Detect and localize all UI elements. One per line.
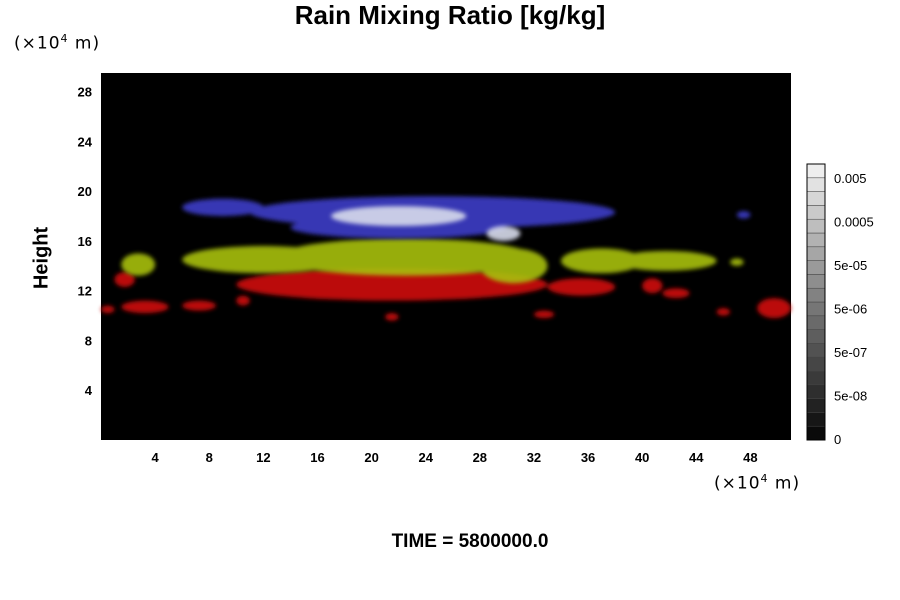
region-red <box>121 300 169 314</box>
x-tick-label: 36 <box>581 450 595 465</box>
colorbar-frame <box>806 163 826 441</box>
region-red <box>236 295 250 306</box>
colorbar-step <box>806 384 826 399</box>
region-red <box>547 278 616 296</box>
region-red <box>385 313 399 321</box>
x-axis-unit: (×104 m) <box>714 472 800 494</box>
heatmap-layers <box>101 196 792 321</box>
colorbar-tick-label: 5e-06 <box>834 302 867 317</box>
y-tick-label: 20 <box>78 184 92 199</box>
region-yellow-green <box>730 258 744 266</box>
colorbar-step <box>806 356 826 372</box>
x-tick-label: 20 <box>364 450 378 465</box>
region-red <box>101 305 115 314</box>
colorbar-step <box>806 315 826 330</box>
colorbar-step <box>806 287 826 303</box>
colorbar-step <box>806 343 826 358</box>
x-tick-label: 12 <box>256 450 270 465</box>
region-red <box>757 298 792 319</box>
region-red <box>662 288 690 299</box>
y-tick-label: 4 <box>85 383 93 398</box>
colorbar-step <box>806 425 826 441</box>
colorbar-tick-label: 5e-08 <box>834 389 867 404</box>
x-tick-label: 8 <box>206 450 213 465</box>
region-white <box>331 206 467 227</box>
colorbar-tick-label: 0 <box>834 432 841 447</box>
colorbar-step <box>806 398 826 413</box>
colorbar-step <box>806 329 826 344</box>
chart-title: Rain Mixing Ratio [kg/kg] <box>294 0 606 30</box>
layer-yellow-green <box>121 238 744 284</box>
region-yellow-green <box>479 248 548 284</box>
y-unit-text: (×10 <box>14 33 61 54</box>
x-unit-suffix: m) <box>768 473 801 494</box>
colorbar-step <box>806 301 826 317</box>
x-tick-label: 40 <box>635 450 649 465</box>
y-unit-exponent: 4 <box>60 32 69 45</box>
colorbar-step <box>806 218 826 234</box>
region-blue <box>182 198 264 217</box>
x-unit-text: (×10 <box>714 473 761 494</box>
layer-white <box>331 206 521 241</box>
x-tick-label: 16 <box>310 450 324 465</box>
region-yellow-green <box>121 253 156 276</box>
region-yellow-green <box>561 248 643 274</box>
region-blue <box>736 211 751 219</box>
colorbar-tick-label: 0.005 <box>834 171 867 186</box>
colorbar: 0.005 0.0005 5e-05 5e-06 5e-07 5e-08 0 <box>806 163 874 447</box>
y-tick-label: 28 <box>78 85 92 100</box>
layer-red <box>101 268 792 321</box>
colorbar-step <box>806 205 826 220</box>
y-axis-ticks: 4 8 12 16 20 24 28 <box>78 85 93 399</box>
x-tick-label: 44 <box>689 450 704 465</box>
colorbar-step <box>806 177 826 192</box>
colorbar-tick-label: 5e-05 <box>834 258 867 273</box>
x-tick-label: 28 <box>473 450 487 465</box>
region-red <box>182 300 217 311</box>
y-tick-label: 16 <box>78 234 92 249</box>
colorbar-step <box>806 274 826 289</box>
colorbar-step <box>806 412 826 427</box>
region-white <box>486 226 521 241</box>
region-yellow-green <box>276 238 534 276</box>
colorbar-step <box>806 163 826 179</box>
y-tick-label: 12 <box>78 284 92 299</box>
colorbar-tick-label: 0.0005 <box>834 215 874 230</box>
region-red <box>642 278 663 294</box>
colorbar-tick-label: 5e-07 <box>834 345 867 360</box>
colorbar-step <box>806 370 826 386</box>
time-label: TIME = 5800000.0 <box>391 531 549 552</box>
y-unit-suffix: m) <box>68 33 101 54</box>
colorbar-step <box>806 246 826 261</box>
region-red <box>716 308 731 316</box>
y-axis-unit: (×104 m) <box>14 32 100 54</box>
x-axis-ticks: 4 8 12 16 20 24 28 32 36 40 44 48 <box>152 450 758 465</box>
x-tick-label: 48 <box>743 450 757 465</box>
region-yellow-green <box>615 250 717 271</box>
y-tick-label: 24 <box>78 134 93 149</box>
colorbar-step <box>806 191 826 206</box>
region-red <box>236 268 548 301</box>
colorbar-step <box>806 232 826 248</box>
y-tick-label: 8 <box>85 333 92 348</box>
region-red <box>114 272 135 287</box>
x-tick-label: 32 <box>527 450 541 465</box>
x-tick-label: 4 <box>152 450 160 465</box>
x-tick-label: 24 <box>418 450 433 465</box>
colorbar-step <box>806 260 826 275</box>
x-unit-exponent: 4 <box>760 472 769 485</box>
region-red <box>533 310 555 319</box>
